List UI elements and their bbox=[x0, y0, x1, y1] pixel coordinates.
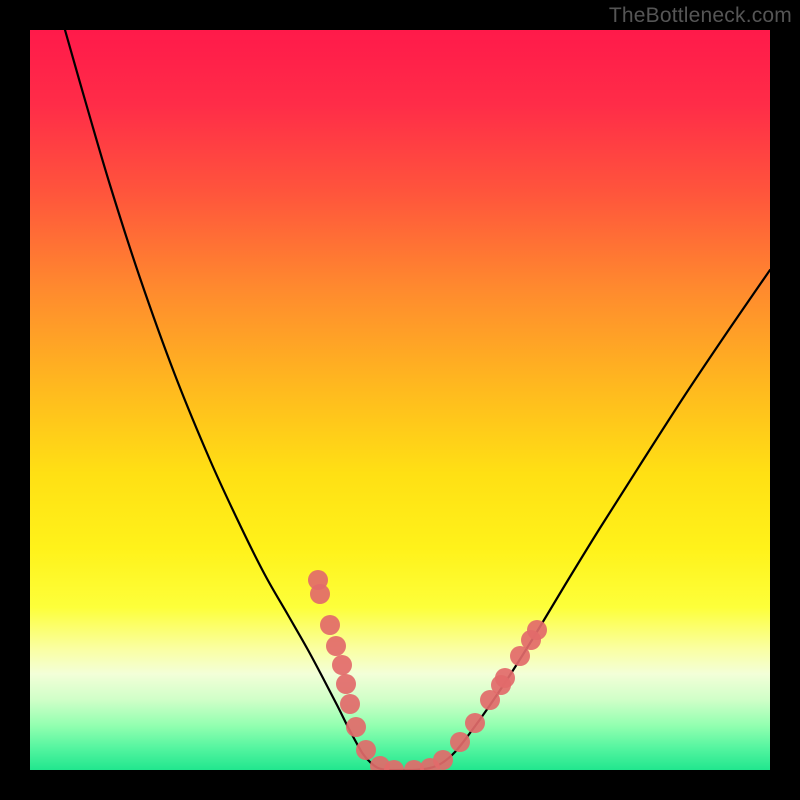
watermark-text: TheBottleneck.com bbox=[609, 4, 792, 28]
data-marker bbox=[310, 584, 330, 604]
data-marker bbox=[491, 675, 511, 695]
data-marker bbox=[326, 636, 346, 656]
data-marker bbox=[332, 655, 352, 675]
data-marker bbox=[346, 717, 366, 737]
data-marker bbox=[320, 615, 340, 635]
data-marker bbox=[433, 750, 453, 770]
data-marker bbox=[336, 674, 356, 694]
data-marker bbox=[465, 713, 485, 733]
bottleneck-curve bbox=[65, 30, 770, 770]
data-marker bbox=[356, 740, 376, 760]
plot-area bbox=[30, 30, 770, 770]
curve-layer bbox=[30, 30, 770, 770]
data-marker bbox=[340, 694, 360, 714]
data-markers bbox=[308, 570, 547, 770]
data-marker bbox=[527, 620, 547, 640]
data-marker bbox=[450, 732, 470, 752]
